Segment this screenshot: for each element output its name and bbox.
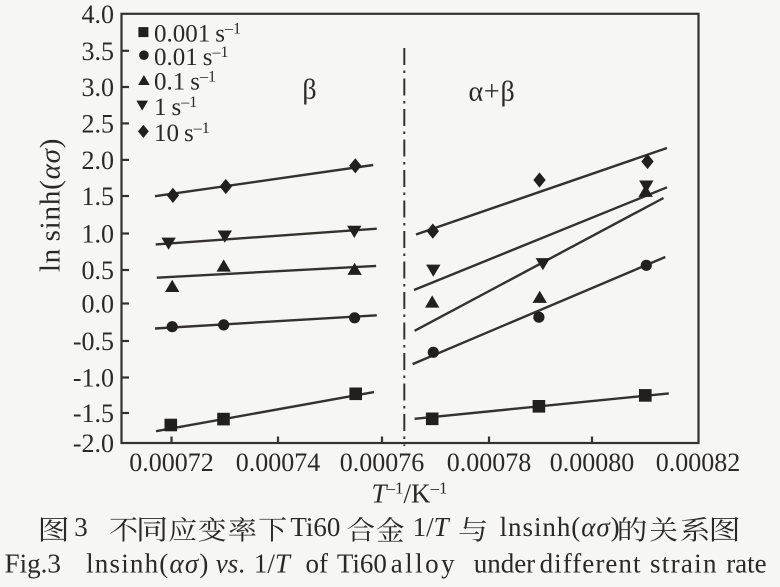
svg-text:3.5: 3.5 (82, 37, 115, 66)
svg-text:0.1 s–1: 0.1 s–1 (154, 69, 216, 96)
svg-text:-1.5: -1.5 (73, 399, 114, 428)
svg-text:2.5: 2.5 (82, 109, 115, 138)
svg-text:under: under (474, 549, 535, 579)
svg-text:0.01 s–1: 0.01 s–1 (154, 44, 228, 71)
svg-text:-0.5: -0.5 (73, 327, 114, 356)
svg-text:α+β: α+β (468, 77, 515, 108)
svg-text:0.00076: 0.00076 (340, 448, 425, 477)
svg-text:2.0: 2.0 (82, 146, 115, 175)
svg-text:1/T: 1/T (413, 512, 451, 542)
svg-text:1.0: 1.0 (82, 220, 115, 249)
svg-text:-1.0: -1.0 (73, 364, 114, 393)
svg-text:alloy: alloy (391, 549, 458, 579)
svg-text:0.00072: 0.00072 (129, 448, 214, 477)
svg-text:lnsinh(ασ): lnsinh(ασ) (500, 512, 621, 542)
svg-text:ln sinh(ασ): ln sinh(ασ) (35, 138, 67, 272)
svg-text:Ti60: Ti60 (337, 549, 387, 579)
svg-text:0.00082: 0.00082 (656, 448, 741, 477)
svg-text:0.00078: 0.00078 (447, 448, 532, 477)
svg-text:0.00080: 0.00080 (550, 448, 635, 477)
svg-text:different: different (540, 549, 642, 579)
svg-text:1 s–1: 1 s–1 (154, 94, 197, 121)
svg-text:T–1/K–1: T–1/K–1 (372, 479, 448, 509)
svg-text:vs.: vs. (216, 549, 245, 579)
svg-text:-2.0: -2.0 (73, 429, 114, 458)
svg-text:1.5: 1.5 (82, 182, 115, 211)
svg-text:Fig.3: Fig.3 (5, 549, 61, 579)
svg-text:strain: strain (650, 549, 718, 579)
svg-text:Ti60: Ti60 (290, 512, 340, 542)
svg-text:0.00074: 0.00074 (236, 448, 321, 477)
svg-text:of: of (306, 549, 329, 579)
svg-text:rate: rate (726, 549, 766, 579)
svg-text:0.5: 0.5 (82, 256, 115, 285)
svg-text:4.0: 4.0 (82, 0, 115, 29)
svg-text:lnsinh(ασ): lnsinh(ασ) (86, 549, 210, 579)
svg-text:3.0: 3.0 (82, 73, 115, 102)
svg-text:0.0: 0.0 (82, 290, 115, 319)
svg-text:1/T: 1/T (254, 549, 292, 579)
svg-text:3: 3 (74, 512, 88, 542)
svg-text:β: β (302, 75, 316, 106)
svg-text:10 s–1: 10 s–1 (154, 120, 210, 147)
